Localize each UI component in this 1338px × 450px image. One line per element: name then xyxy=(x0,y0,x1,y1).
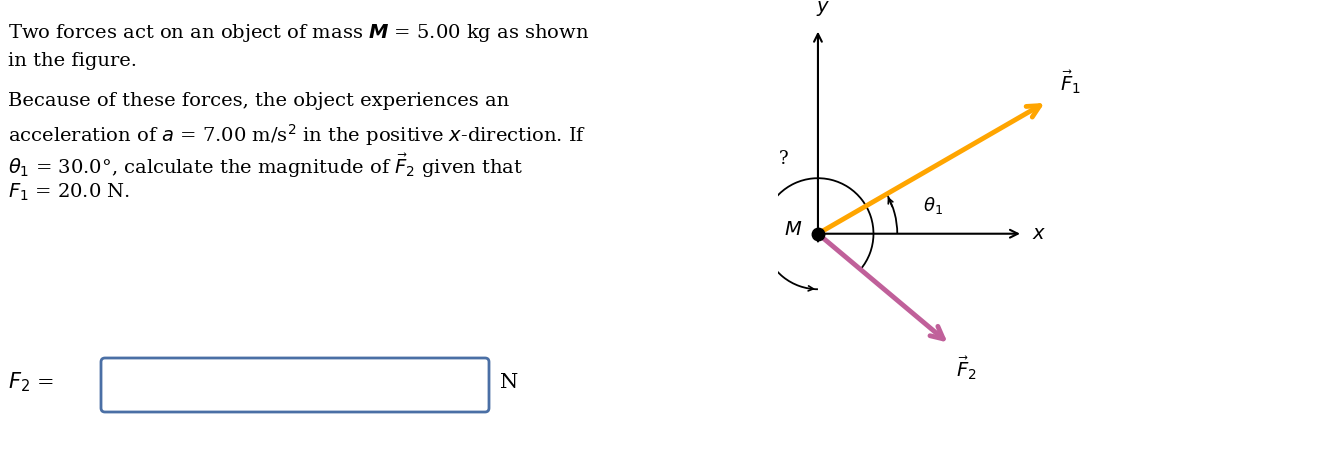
Text: $F_2$ =: $F_2$ = xyxy=(8,370,54,394)
FancyBboxPatch shape xyxy=(100,358,488,412)
Text: $x$: $x$ xyxy=(1032,225,1046,243)
Text: $y$: $y$ xyxy=(816,0,831,18)
Text: ?: ? xyxy=(779,150,788,168)
Text: $\theta_1$ = 30.0°, calculate the magnitude of $\vec{F}_2$ given that: $\theta_1$ = 30.0°, calculate the magnit… xyxy=(8,152,523,180)
Text: $\vec{F}_1$: $\vec{F}_1$ xyxy=(1060,69,1081,96)
Text: $\theta_1$: $\theta_1$ xyxy=(923,195,942,216)
Text: Two forces act on an object of mass $\boldsymbol{M}$ = 5.00 kg as shown: Two forces act on an object of mass $\bo… xyxy=(8,22,590,44)
Text: N: N xyxy=(500,373,518,392)
Text: $M$: $M$ xyxy=(784,221,801,239)
Text: $F_1$ = 20.0 N.: $F_1$ = 20.0 N. xyxy=(8,182,130,203)
Text: Because of these forces, the object experiences an: Because of these forces, the object expe… xyxy=(8,92,510,110)
Text: in the figure.: in the figure. xyxy=(8,52,136,70)
Text: $\vec{F}_2$: $\vec{F}_2$ xyxy=(957,355,977,382)
Text: acceleration of $a$ = 7.00 m/s$^2$ in the positive $x$-direction. If: acceleration of $a$ = 7.00 m/s$^2$ in th… xyxy=(8,122,586,148)
